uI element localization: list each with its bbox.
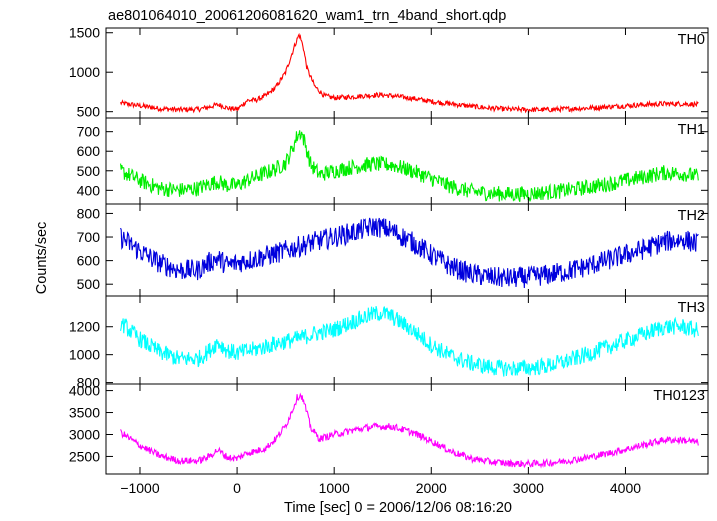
- y-tick-label: 500: [77, 104, 101, 120]
- y-tick-label: 600: [77, 253, 101, 269]
- panel-th0: TH0 500 1000 1500: [69, 25, 709, 120]
- x-axis-label: Time [sec] 0 = 2006/12/06 08:16:20: [284, 500, 512, 516]
- y-tick-label: 500: [77, 276, 101, 292]
- y-tick-label: 1500: [69, 25, 100, 41]
- panel-label: TH1: [678, 122, 705, 138]
- y-tick-label: 600: [77, 143, 101, 159]
- panel-th2: TH2 500 600 700 800: [77, 203, 709, 297]
- y-tick-label: 700: [77, 229, 101, 245]
- panel-frame: [105, 203, 709, 297]
- panels-layer: TH0 500 1000 1500 TH1 400 500 600 700 TH2 500 600 70…: [69, 25, 709, 496]
- x-tick-label: 3000: [513, 480, 544, 496]
- x-tick-label: 2000: [416, 480, 447, 496]
- series-line-th2: [120, 217, 699, 288]
- x-tick-label: 0: [233, 480, 241, 496]
- y-tick-label: 3500: [69, 405, 100, 421]
- y-tick-label: 1000: [69, 64, 100, 80]
- panel-frame: [105, 295, 709, 385]
- panel-th0123: TH0123 2500 3000 3500 4000: [69, 383, 709, 475]
- series-line-th0: [120, 32, 699, 114]
- x-tick-label: −1000: [120, 480, 160, 496]
- y-tick-label: 1200: [69, 319, 100, 335]
- y-tick-label: 1000: [69, 347, 100, 363]
- panel-label: TH2: [678, 208, 705, 224]
- y-tick-label: 3000: [69, 426, 100, 442]
- panel-th3: TH3 800 1000 1200: [69, 295, 709, 391]
- y-tick-label: 800: [77, 205, 101, 221]
- x-tick-label: 1000: [319, 480, 350, 496]
- panel-label: TH0123: [653, 388, 705, 404]
- y-tick-label: 4000: [69, 383, 100, 399]
- panel-label: TH0: [678, 32, 705, 48]
- series-line-th3: [120, 306, 699, 377]
- y-axis-label: Counts/sec: [34, 222, 50, 295]
- y-tick-label: 800: [77, 375, 101, 391]
- y-tick-label: 2500: [69, 448, 100, 464]
- panel-frame: [105, 27, 709, 119]
- panel-th1: TH1 400 500 600 700: [77, 117, 709, 205]
- chart-title: ae801064010_20061206081620_wam1_trn_4ban…: [108, 8, 506, 24]
- y-tick-label: 700: [77, 124, 101, 140]
- series-line-th1: [120, 130, 699, 203]
- panel-frame: [105, 383, 709, 475]
- series-line-th0123: [120, 392, 699, 469]
- y-tick-label: 500: [77, 163, 101, 179]
- y-tick-label: 400: [77, 182, 101, 198]
- x-tick-label: 4000: [610, 480, 641, 496]
- panel-label: TH3: [678, 300, 705, 316]
